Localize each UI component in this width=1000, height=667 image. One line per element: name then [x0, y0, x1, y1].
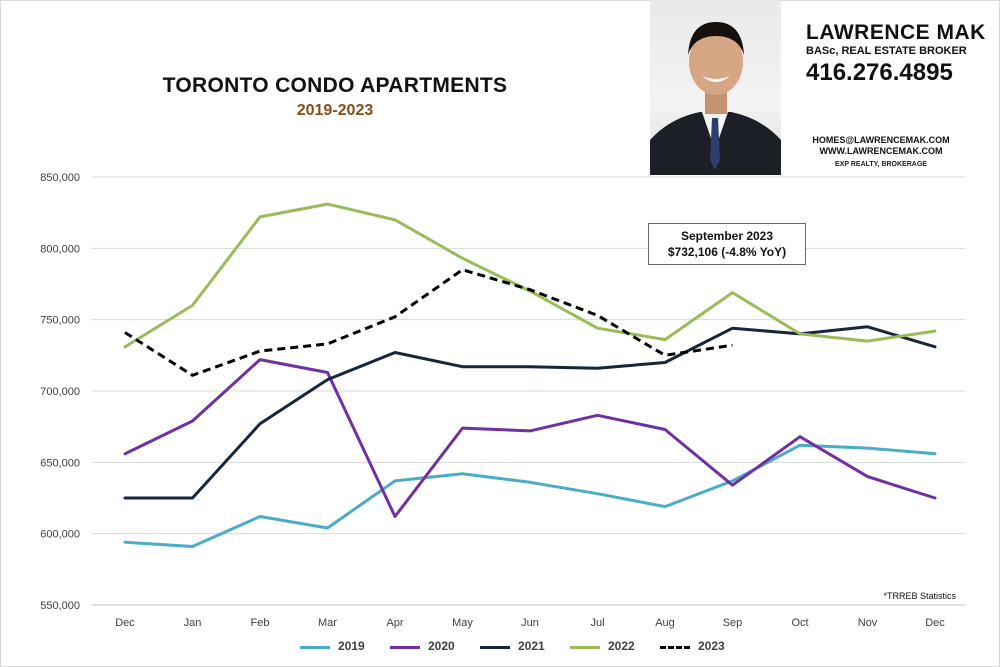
legend-label: 2020 — [428, 639, 455, 653]
agent-photo — [650, 0, 781, 175]
y-tick-label: 650,000 — [40, 457, 80, 469]
legend-label: 2021 — [518, 639, 545, 653]
series-line-2019 — [123, 443, 937, 548]
x-tick-label: Dec — [925, 617, 945, 629]
x-tick-label: Oct — [791, 617, 808, 629]
y-tick-label: 550,000 — [40, 600, 80, 612]
agent-name: LAWRENCE MAK — [806, 21, 986, 44]
x-tick-label: Sep — [723, 617, 743, 629]
x-tick-label: Jun — [521, 617, 539, 629]
series-line-2021 — [123, 325, 937, 500]
legend-swatch — [300, 646, 330, 649]
september-2023-callout: September 2023 $732,106 (-4.8% YoY) — [648, 223, 806, 265]
series-line-2022 — [123, 202, 937, 349]
series-line-2020 — [123, 358, 937, 518]
x-tick-label: Nov — [858, 617, 878, 629]
agent-credentials: BASc, REAL ESTATE BROKER — [806, 45, 967, 57]
legend-label: 2023 — [698, 639, 725, 653]
x-tick-label: Feb — [251, 617, 270, 629]
agent-email[interactable]: HOMES@LAWRENCEMAK.COM — [812, 135, 950, 145]
y-tick-label: 600,000 — [40, 529, 80, 541]
y-tick-label: 800,000 — [40, 243, 80, 255]
agent-brokerage: EXP REALTY, BROKERAGE — [835, 161, 927, 168]
y-tick-label: 700,000 — [40, 386, 80, 398]
source-footnote: *TRREB Statistics — [883, 591, 956, 601]
x-tick-label: Jan — [184, 617, 202, 629]
agent-portrait-icon — [650, 22, 781, 175]
legend-label: 2019 — [338, 639, 365, 653]
x-tick-label: May — [452, 617, 473, 629]
legend-swatch — [570, 646, 600, 649]
legend-swatch — [480, 646, 510, 649]
agent-website[interactable]: WWW.LAWRENCEMAK.COM — [819, 146, 943, 156]
x-tick-label: Mar — [318, 617, 337, 629]
y-tick-label: 850,000 — [40, 172, 80, 184]
x-tick-label: Apr — [386, 617, 403, 629]
legend-label: 2022 — [608, 639, 635, 653]
callout-value: $732,106 (-4.8% YoY) — [667, 245, 787, 259]
chart-subtitle: 2019-2023 — [296, 102, 374, 119]
x-tick-label: Dec — [115, 617, 135, 629]
chart-legend: 2019 2020 2021 2022 2023 — [300, 638, 740, 656]
x-tick-label: Aug — [655, 617, 675, 629]
chart-title: TORONTO CONDO APARTMENTS — [162, 74, 508, 97]
y-tick-label: 750,000 — [40, 315, 80, 327]
x-tick-label: Jul — [590, 617, 604, 629]
callout-title: September 2023 — [680, 229, 774, 243]
legend-swatch — [660, 646, 690, 649]
legend-swatch — [390, 646, 420, 649]
agent-phone[interactable]: 416.276.4895 — [806, 59, 953, 86]
